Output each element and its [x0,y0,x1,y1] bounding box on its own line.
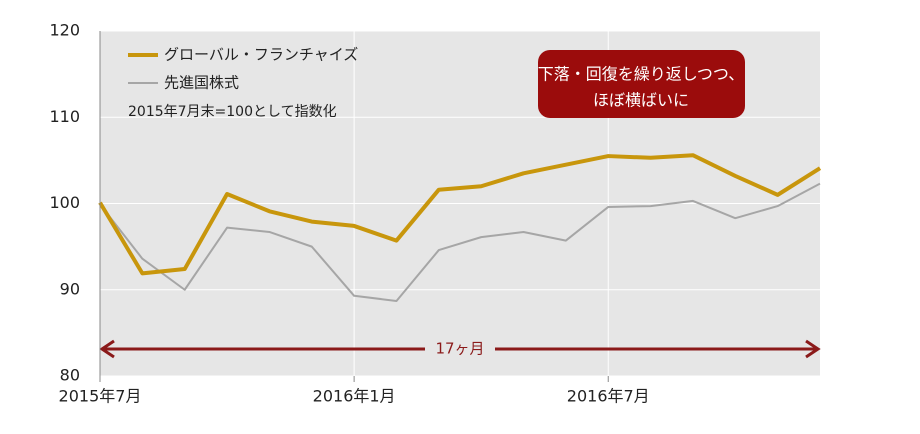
y-tick-label: 110 [49,107,80,126]
y-tick-label: 80 [60,366,80,385]
arrow-head [99,339,115,359]
annotation: 下落・回復を繰り返しつつ、 [538,65,744,84]
legend-label: グローバル・フランチャイズ [164,46,358,64]
annotation: ほぼ横ばいに [593,91,689,110]
y-tick-label: 100 [49,193,80,212]
note: 2015年7月末=100として指数化 [128,104,337,120]
y-tick-label: 120 [49,21,80,40]
arrow-head [805,339,821,359]
annotation-box [538,50,745,118]
x-tick-label: 2016年7月 [567,387,650,406]
series-line [98,153,822,276]
y-tick-label: 90 [60,279,80,298]
legend-label: 先進国株式 [164,74,239,92]
series-line [99,182,821,302]
span-label-bg [425,338,495,360]
lines [98,153,822,302]
span-label: 17ヶ月 [435,340,484,358]
x-tick-label: 2015年7月 [59,387,142,406]
x-tick-label: 2016年1月 [313,387,396,406]
